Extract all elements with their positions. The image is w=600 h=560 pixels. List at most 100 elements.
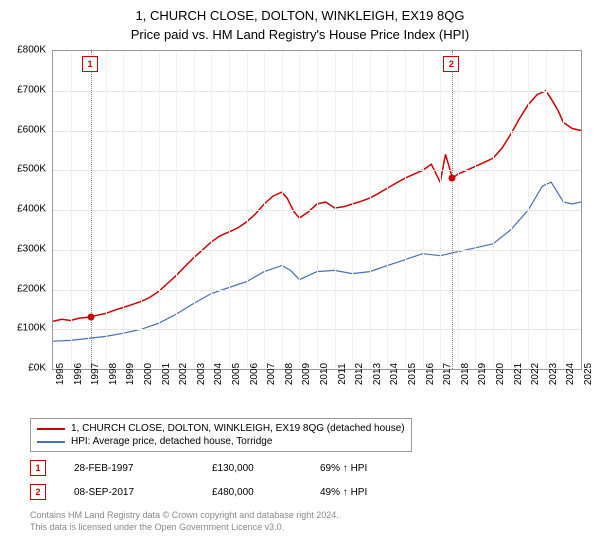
y-axis-label: £800K <box>8 45 46 56</box>
legend-swatch <box>37 441 65 443</box>
x-axis-label: 1997 <box>90 363 101 385</box>
y-axis-label: £300K <box>8 243 46 254</box>
x-axis-label: 2016 <box>425 363 436 385</box>
x-axis-label: 2017 <box>442 363 453 385</box>
gridline-v <box>335 51 336 369</box>
x-axis-label: 2009 <box>301 363 312 385</box>
gridline-v <box>141 51 142 369</box>
y-axis-label: £500K <box>8 164 46 175</box>
gridline-v <box>493 51 494 369</box>
x-axis-label: 2007 <box>266 363 277 385</box>
sale-badge: 2 <box>30 484 46 500</box>
gridline-v <box>528 51 529 369</box>
gridline-v <box>511 51 512 369</box>
y-axis-label: £400K <box>8 204 46 215</box>
gridline-v <box>282 51 283 369</box>
chart-titles: 1, CHURCH CLOSE, DOLTON, WINKLEIGH, EX19… <box>0 0 600 44</box>
x-axis-label: 2023 <box>548 363 559 385</box>
chart-title-address: 1, CHURCH CLOSE, DOLTON, WINKLEIGH, EX19… <box>0 8 600 25</box>
gridline-v <box>423 51 424 369</box>
x-axis-label: 2010 <box>319 363 330 385</box>
sale-row: 2 08-SEP-2017 £480,000 49% ↑ HPI <box>30 484 570 500</box>
x-axis-label: 2008 <box>284 363 295 385</box>
x-axis-label: 2014 <box>389 363 400 385</box>
chart-title-subtitle: Price paid vs. HM Land Registry's House … <box>0 27 600 44</box>
x-axis-label: 2013 <box>372 363 383 385</box>
gridline-v <box>176 51 177 369</box>
gridline-v <box>211 51 212 369</box>
sale-delta: 49% ↑ HPI <box>320 487 367 498</box>
x-axis-label: 2006 <box>249 363 260 385</box>
x-axis-label: 1998 <box>108 363 119 385</box>
x-axis-label: 1999 <box>125 363 136 385</box>
gridline-v <box>370 51 371 369</box>
x-axis-label: 2021 <box>513 363 524 385</box>
sale-marker-line <box>452 51 453 369</box>
gridline-v <box>387 51 388 369</box>
x-axis-label: 1995 <box>55 363 66 385</box>
gridline-v <box>106 51 107 369</box>
x-axis-label: 2019 <box>477 363 488 385</box>
gridline-v <box>563 51 564 369</box>
legend-item: 1, CHURCH CLOSE, DOLTON, WINKLEIGH, EX19… <box>37 422 405 435</box>
gridline-v <box>123 51 124 369</box>
x-axis-label: 2011 <box>337 363 348 385</box>
sale-delta: 69% ↑ HPI <box>320 463 367 474</box>
x-axis-label: 2022 <box>530 363 541 385</box>
gridline-v <box>88 51 89 369</box>
sale-marker-dot <box>449 175 456 182</box>
x-axis-label: 2001 <box>161 363 172 385</box>
x-axis-label: 2000 <box>143 363 154 385</box>
footnote: Contains HM Land Registry data © Crown c… <box>30 510 570 533</box>
gridline-v <box>159 51 160 369</box>
x-axis-label: 2025 <box>583 363 594 385</box>
x-axis-label: 2004 <box>213 363 224 385</box>
gridline-v <box>546 51 547 369</box>
x-axis-label: 2015 <box>407 363 418 385</box>
chart-footer: 1, CHURCH CLOSE, DOLTON, WINKLEIGH, EX19… <box>30 418 570 533</box>
gridline-v <box>458 51 459 369</box>
gridline-v <box>229 51 230 369</box>
gridline-v <box>264 51 265 369</box>
sale-marker-dot <box>88 314 95 321</box>
gridline-v <box>475 51 476 369</box>
gridline-v <box>194 51 195 369</box>
footnote-line2: This data is licensed under the Open Gov… <box>30 522 570 534</box>
sale-date: 08-SEP-2017 <box>74 487 184 498</box>
y-axis-label: £600K <box>8 124 46 135</box>
sales-list: 1 28-FEB-1997 £130,000 69% ↑ HPI 2 08-SEP-201… <box>30 460 570 500</box>
y-axis-label: £100K <box>8 323 46 334</box>
sale-price: £480,000 <box>212 487 292 498</box>
x-axis-label: 2020 <box>495 363 506 385</box>
legend-label: 1, CHURCH CLOSE, DOLTON, WINKLEIGH, EX19… <box>71 423 405 434</box>
gridline-v <box>247 51 248 369</box>
gridline-v <box>440 51 441 369</box>
x-axis-label: 2005 <box>231 363 242 385</box>
x-axis-label: 2018 <box>460 363 471 385</box>
gridline-v <box>299 51 300 369</box>
legend-item: HPI: Average price, detached house, Torr… <box>37 435 405 448</box>
y-axis-label: £200K <box>8 283 46 294</box>
plot-area <box>52 50 582 370</box>
sale-badge: 1 <box>30 460 46 476</box>
gridline-v <box>317 51 318 369</box>
x-axis-label: 2002 <box>178 363 189 385</box>
sale-marker-badge: 2 <box>443 56 459 72</box>
sale-row: 1 28-FEB-1997 £130,000 69% ↑ HPI <box>30 460 570 476</box>
legend-swatch <box>37 428 65 430</box>
sale-price: £130,000 <box>212 463 292 474</box>
x-axis-label: 1996 <box>73 363 84 385</box>
gridline-v <box>71 51 72 369</box>
legend-label: HPI: Average price, detached house, Torr… <box>71 436 272 447</box>
y-axis-label: £700K <box>8 84 46 95</box>
sale-date: 28-FEB-1997 <box>74 463 184 474</box>
x-axis-label: 2003 <box>196 363 207 385</box>
sale-marker-badge: 1 <box>82 56 98 72</box>
legend: 1, CHURCH CLOSE, DOLTON, WINKLEIGH, EX19… <box>30 418 412 452</box>
chart-area: £0K£100K£200K£300K£400K£500K£600K£700K£8… <box>8 50 588 410</box>
x-axis-label: 2012 <box>354 363 365 385</box>
gridline-v <box>352 51 353 369</box>
x-axis-label: 2024 <box>565 363 576 385</box>
gridline-v <box>405 51 406 369</box>
footnote-line1: Contains HM Land Registry data © Crown c… <box>30 510 570 522</box>
